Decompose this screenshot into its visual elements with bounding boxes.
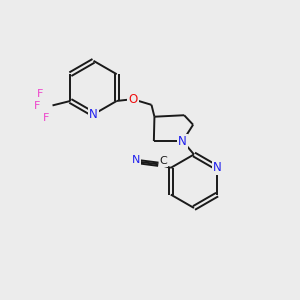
Text: N: N	[132, 154, 140, 164]
Text: N: N	[213, 161, 221, 174]
Text: F: F	[43, 113, 49, 123]
Text: N: N	[178, 135, 187, 148]
Text: N: N	[89, 108, 98, 121]
Text: F: F	[34, 101, 40, 111]
Text: F: F	[37, 89, 43, 99]
Text: O: O	[128, 93, 138, 106]
Text: C: C	[160, 156, 167, 166]
